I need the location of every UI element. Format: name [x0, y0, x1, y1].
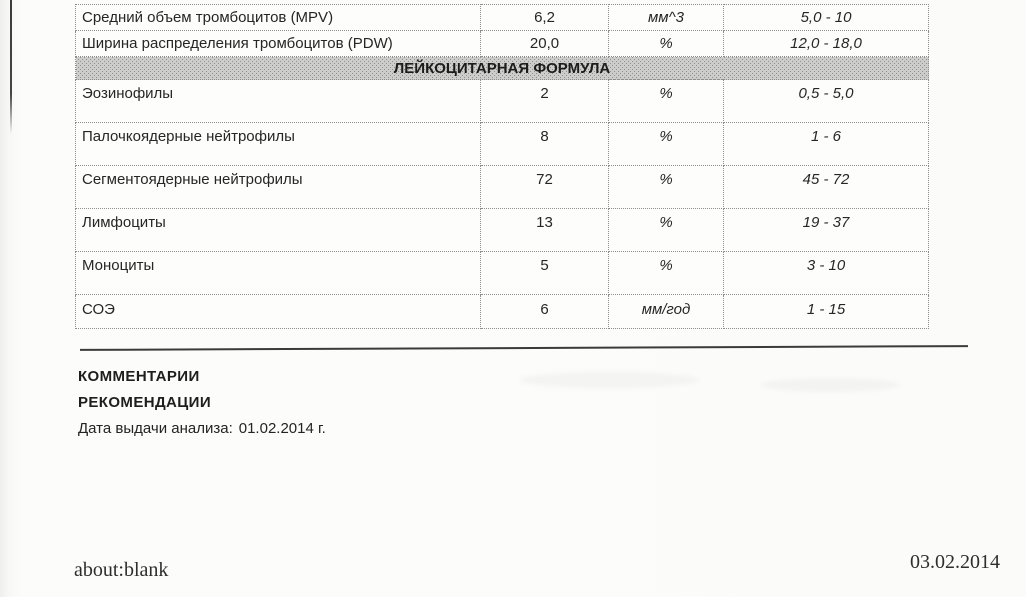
- issue-date-value: 01.02.2014 г.: [238, 420, 326, 437]
- table-row: Лимфоциты 13 % 19 - 37: [75, 208, 929, 252]
- lab-results-table: Средний объем тромбоцитов (MPV) 6,2 мм^3…: [75, 4, 929, 329]
- param-name: Моноциты: [75, 251, 481, 295]
- param-value: 6,2: [480, 4, 609, 31]
- table-row: Ширина распределения тромбоцитов (PDW) 2…: [75, 30, 929, 57]
- param-name: Сегментоядерные нейтрофилы: [75, 165, 481, 209]
- section-header-label: ЛЕЙКОЦИТАРНАЯ ФОРМУЛА: [75, 56, 929, 80]
- param-unit: мм/год: [608, 294, 724, 329]
- recommendations-heading: РЕКОМЕНДАЦИИ: [78, 394, 212, 411]
- param-norm: 12,0 - 18,0: [723, 30, 929, 57]
- table-row: Сегментоядерные нейтрофилы 72 % 45 - 72: [75, 165, 929, 209]
- table-row: Эозинофилы 2 % 0,5 - 5,0: [75, 79, 929, 123]
- param-name: Средний объем тромбоцитов (MPV): [75, 4, 481, 31]
- param-name: Ширина распределения тромбоцитов (PDW): [75, 30, 481, 57]
- table-row: Палочкоядерные нейтрофилы 8 % 1 - 6: [75, 122, 929, 166]
- issue-date-label: Дата выдачи анализа:: [78, 420, 233, 437]
- param-value: 13: [480, 208, 609, 252]
- param-value: 6: [480, 294, 609, 329]
- param-unit: %: [608, 208, 724, 252]
- param-norm: 1 - 6: [723, 122, 929, 166]
- param-norm: 1 - 15: [723, 294, 929, 329]
- param-unit: %: [608, 30, 724, 57]
- param-value: 2: [480, 79, 609, 123]
- param-value: 8: [480, 122, 609, 166]
- param-value: 20,0: [480, 30, 609, 57]
- table-row: СОЭ 6 мм/год 1 - 15: [75, 294, 929, 329]
- param-name: СОЭ: [75, 294, 481, 329]
- param-norm: 0,5 - 5,0: [723, 79, 929, 123]
- scan-smudge: [520, 372, 700, 388]
- param-unit: %: [608, 251, 724, 295]
- issue-date-line: Дата выдачи анализа: 01.02.2014 г.: [78, 420, 326, 437]
- param-norm: 5,0 - 10: [723, 4, 929, 31]
- print-footer-date: 03.02.2014: [910, 551, 1000, 573]
- param-unit: %: [608, 165, 724, 209]
- param-value: 72: [480, 165, 609, 209]
- table-row: Средний объем тромбоцитов (MPV) 6,2 мм^3…: [75, 4, 929, 31]
- report-footer-separator-line: [79, 345, 969, 351]
- param-value: 5: [480, 251, 609, 295]
- param-unit: %: [608, 122, 724, 166]
- param-unit: мм^3: [608, 4, 724, 31]
- comments-heading: КОММЕНТАРИИ: [78, 368, 200, 385]
- print-footer-url: about:blank: [74, 559, 169, 581]
- param-name: Эозинофилы: [75, 79, 481, 123]
- param-unit: %: [608, 79, 724, 123]
- table-row: Моноциты 5 % 3 - 10: [75, 251, 929, 295]
- param-name: Лимфоциты: [75, 208, 481, 252]
- scan-page-edge-line: [10, 0, 12, 134]
- param-name: Палочкоядерные нейтрофилы: [75, 122, 481, 166]
- section-header-row: ЛЕЙКОЦИТАРНАЯ ФОРМУЛА: [75, 56, 929, 80]
- param-norm: 45 - 72: [723, 165, 929, 209]
- param-norm: 19 - 37: [723, 208, 929, 252]
- param-norm: 3 - 10: [723, 251, 929, 295]
- scan-smudge: [760, 378, 900, 392]
